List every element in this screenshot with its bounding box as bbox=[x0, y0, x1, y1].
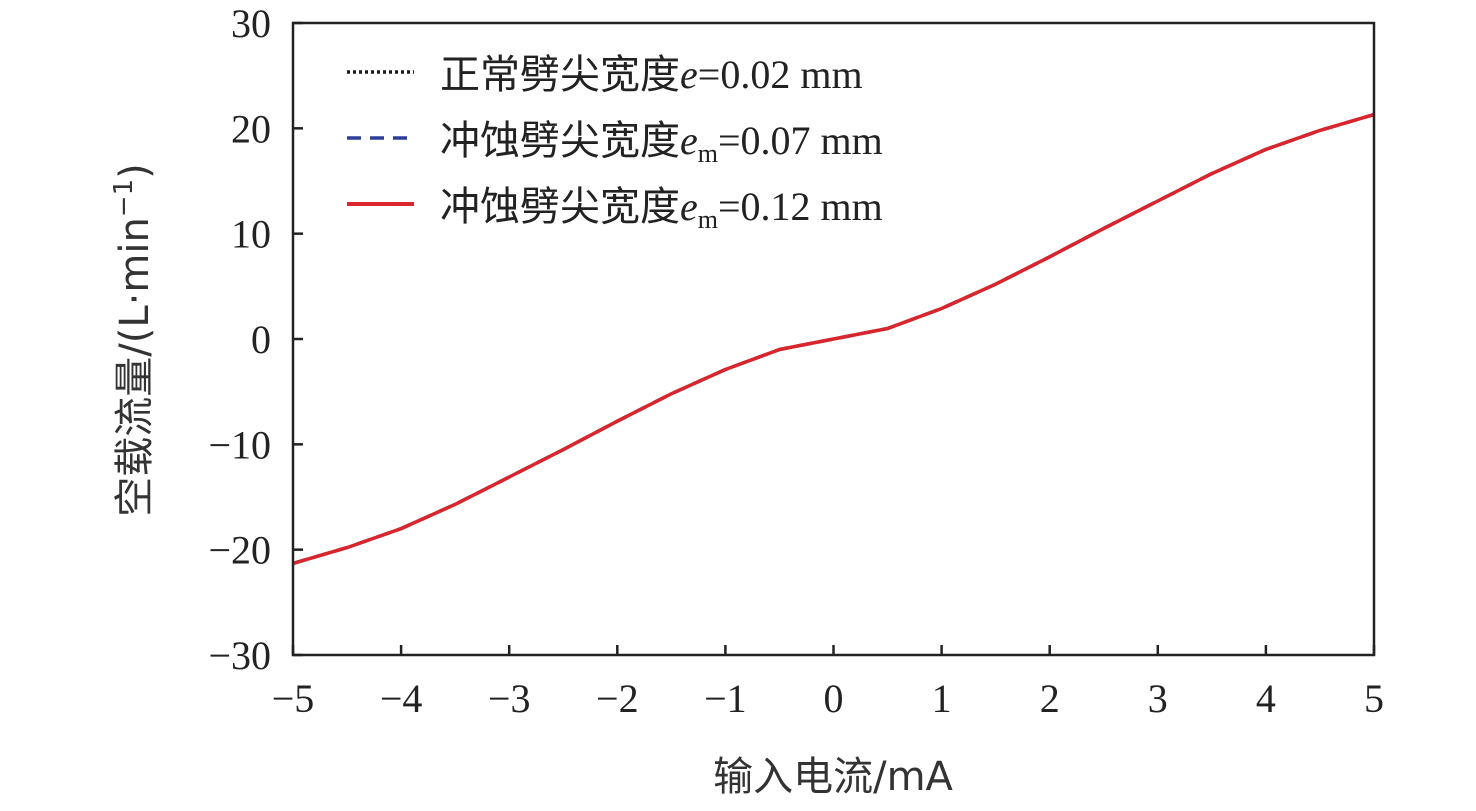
x-tick-label: 2 bbox=[1040, 676, 1060, 721]
x-tick-label: 4 bbox=[1256, 676, 1276, 721]
y-tick-label: 30 bbox=[231, 1, 271, 46]
x-tick-label: −1 bbox=[704, 676, 747, 721]
series-line-3 bbox=[292, 112, 1375, 566]
x-tick-label: 5 bbox=[1364, 676, 1384, 721]
legend-label-1: 正常劈尖宽度e=0.02 mm bbox=[440, 52, 863, 98]
x-tick-label: 3 bbox=[1148, 676, 1168, 721]
y-axis: −30 −20 −10 0 10 20 30 bbox=[208, 1, 303, 678]
x-tick-label: −3 bbox=[488, 676, 531, 721]
x-tick-label: −4 bbox=[380, 676, 423, 721]
x-tick-label: −5 bbox=[272, 676, 315, 721]
x-axis: −5 −4 −3 −2 −1 0 1 2 3 4 5 bbox=[272, 645, 1384, 721]
y-tick-label: 20 bbox=[231, 106, 271, 151]
x-tick-label: −2 bbox=[596, 676, 639, 721]
y-tick-label: −10 bbox=[208, 422, 271, 467]
y-tick-label: −20 bbox=[208, 528, 271, 573]
legend-label-2: 冲蚀劈尖宽度em=0.07 mm bbox=[440, 118, 883, 168]
y-tick-label: 10 bbox=[231, 212, 271, 257]
y-axis-title-close: ) bbox=[112, 163, 158, 179]
y-tick-label: −30 bbox=[208, 633, 271, 678]
x-tick-label: 0 bbox=[824, 676, 844, 721]
y-axis-title-main: 空载流量/(L·min bbox=[112, 217, 158, 517]
y-axis-title: 空载流量/(L·min−1) bbox=[109, 163, 158, 516]
legend-label-3: 冲蚀劈尖宽度em=0.12 mm bbox=[440, 184, 883, 234]
y-tick-label: 0 bbox=[251, 317, 271, 362]
series-layer bbox=[292, 112, 1375, 566]
x-tick-label: 1 bbox=[932, 676, 952, 721]
y-axis-title-sup: −1 bbox=[109, 179, 139, 217]
x-axis-title: 输入电流/mA bbox=[713, 754, 953, 800]
legend: 正常劈尖宽度e=0.02 mm 冲蚀劈尖宽度em=0.07 mm 冲蚀劈尖宽度em=… bbox=[347, 52, 883, 234]
